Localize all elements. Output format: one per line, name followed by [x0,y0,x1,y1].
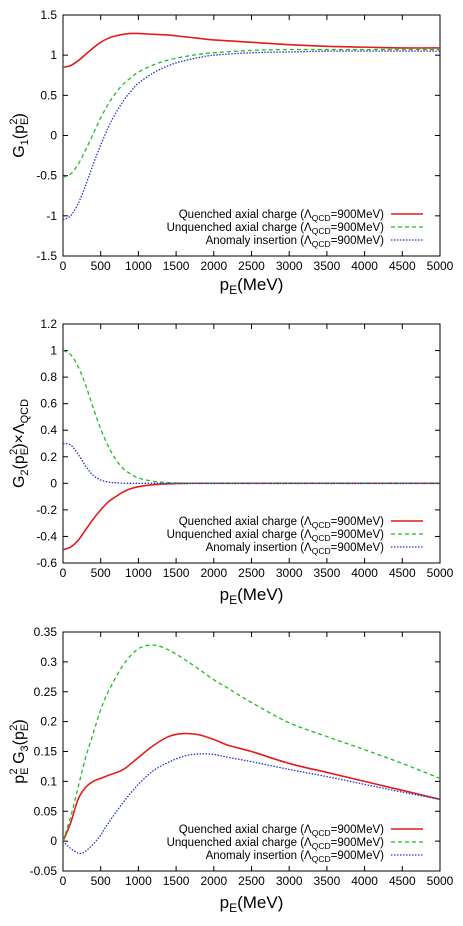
legend-entry-2: Anomaly insertion (ΛQCD=900MeV) [206,542,385,556]
y-tick-label: 0.6 [40,397,57,411]
x-tick-label: 1000 [125,566,152,580]
x-tick-label: 500 [91,566,111,580]
legend-entry-1: Unquenched axial charge (ΛQCD=900MeV) [167,222,385,236]
y-tick-label: 0 [50,476,57,490]
legend-entry-0: Quenched axial charge (ΛQCD=900MeV) [179,516,384,530]
x-tick-label: 5000 [427,874,454,888]
y-tick-label: 0.2 [40,715,57,729]
x-tick-label: 500 [91,874,111,888]
x-tick-label: 3000 [276,259,303,273]
x-tick-label: 0 [60,566,67,580]
x-tick-label: 1500 [163,566,190,580]
x-tick-label: 2500 [238,259,265,273]
series-line-2 [63,50,440,221]
x-tick-label: 4000 [351,566,378,580]
x-tick-label: 2000 [200,874,227,888]
x-tick-label: 3000 [276,566,303,580]
chart-panel-g2: 0 500 1000 1500 2000 2500 3000 3500 4000 4500 5000… [8,317,454,607]
y-tick-label: 1.5 [40,8,57,22]
series-line-1 [63,349,440,485]
y-tick-label: 0.35 [34,625,58,639]
x-tick-label: 0 [60,259,67,273]
x-tick-label: 1000 [125,259,152,273]
x-axis-label: pE(MeV) [220,585,284,607]
y-tick-label: 0.25 [34,685,58,699]
series-line-0 [63,32,440,69]
series-line-2 [63,753,440,855]
y-tick-label: 0 [50,834,57,848]
legend-entry-2: Anomaly insertion (ΛQCD=900MeV) [206,850,385,864]
y-tick-label: 0 [50,129,57,143]
x-tick-label: 5000 [427,259,454,273]
x-tick-label: 2500 [238,566,265,580]
x-tick-label: 4500 [389,259,416,273]
x-tick-label: 3500 [314,259,341,273]
x-tick-label: 1500 [163,259,190,273]
y-tick-label: -1 [46,209,57,223]
y-tick-label: 0.2 [40,450,57,464]
series-line-0 [63,732,440,842]
legend-entry-2: Anomaly insertion (ΛQCD=900MeV) [206,235,385,249]
x-tick-label: 3000 [276,874,303,888]
y-tick-label: 1 [50,48,57,62]
legend-entry-0: Quenched axial charge (ΛQCD=900MeV) [179,824,384,838]
y-tick-label: 0.5 [40,88,57,102]
x-tick-label: 3500 [314,874,341,888]
y-tick-label: 1.2 [40,317,57,331]
y-tick-label: 0.3 [40,655,57,669]
y-tick-label: 0.05 [34,804,58,818]
x-tick-label: 1500 [163,874,190,888]
x-tick-label: 1000 [125,874,152,888]
y-tick-label: 0.8 [40,370,57,384]
x-tick-label: 0 [60,874,67,888]
chart-panel-g3: 0 500 1000 1500 2000 2500 3000 3500 4000 4500 5000… [8,625,454,915]
x-tick-label: 4000 [351,259,378,273]
y-tick-label: -0.2 [36,503,57,517]
x-tick-label: 4000 [351,874,378,888]
y-axis-label: pE2 G3(pE2) [8,719,31,783]
series-line-1 [63,644,440,842]
y-tick-label: 0.15 [34,745,58,759]
y-tick-label: -0.4 [36,529,57,543]
y-tick-label: -0.6 [36,556,57,570]
x-axis-label: pE(MeV) [220,275,284,297]
y-tick-label: 1 [50,344,57,358]
x-tick-label: 3500 [314,566,341,580]
x-tick-label: 500 [91,259,111,273]
series-line-1 [63,48,440,178]
y-axis-label: G1(pE2) [8,113,31,158]
y-axis-label: G2(pE2)×ΛQCD [8,399,31,488]
x-tick-label: 5000 [427,566,454,580]
legend-entry-1: Unquenched axial charge (ΛQCD=900MeV) [167,529,385,543]
chart-panel-g1: 0 500 1000 1500 2000 2500 3000 3500 4000 4500 5000… [8,8,454,297]
x-tick-label: 2000 [200,259,227,273]
y-tick-label: 0.4 [40,423,57,437]
legend-entry-1: Unquenched axial charge (ΛQCD=900MeV) [167,837,385,851]
series-line-2 [63,442,440,484]
legend-entry-0: Quenched axial charge (ΛQCD=900MeV) [179,209,384,223]
x-axis-label: pE(MeV) [220,893,284,915]
y-tick-label: -1.5 [36,249,57,263]
x-tick-label: 4500 [389,874,416,888]
y-tick-label: 0.1 [40,774,57,788]
y-tick-label: -0.5 [36,169,57,183]
x-tick-label: 4500 [389,566,416,580]
y-tick-label: -0.05 [30,864,58,878]
x-tick-label: 2500 [238,874,265,888]
x-tick-label: 2000 [200,566,227,580]
